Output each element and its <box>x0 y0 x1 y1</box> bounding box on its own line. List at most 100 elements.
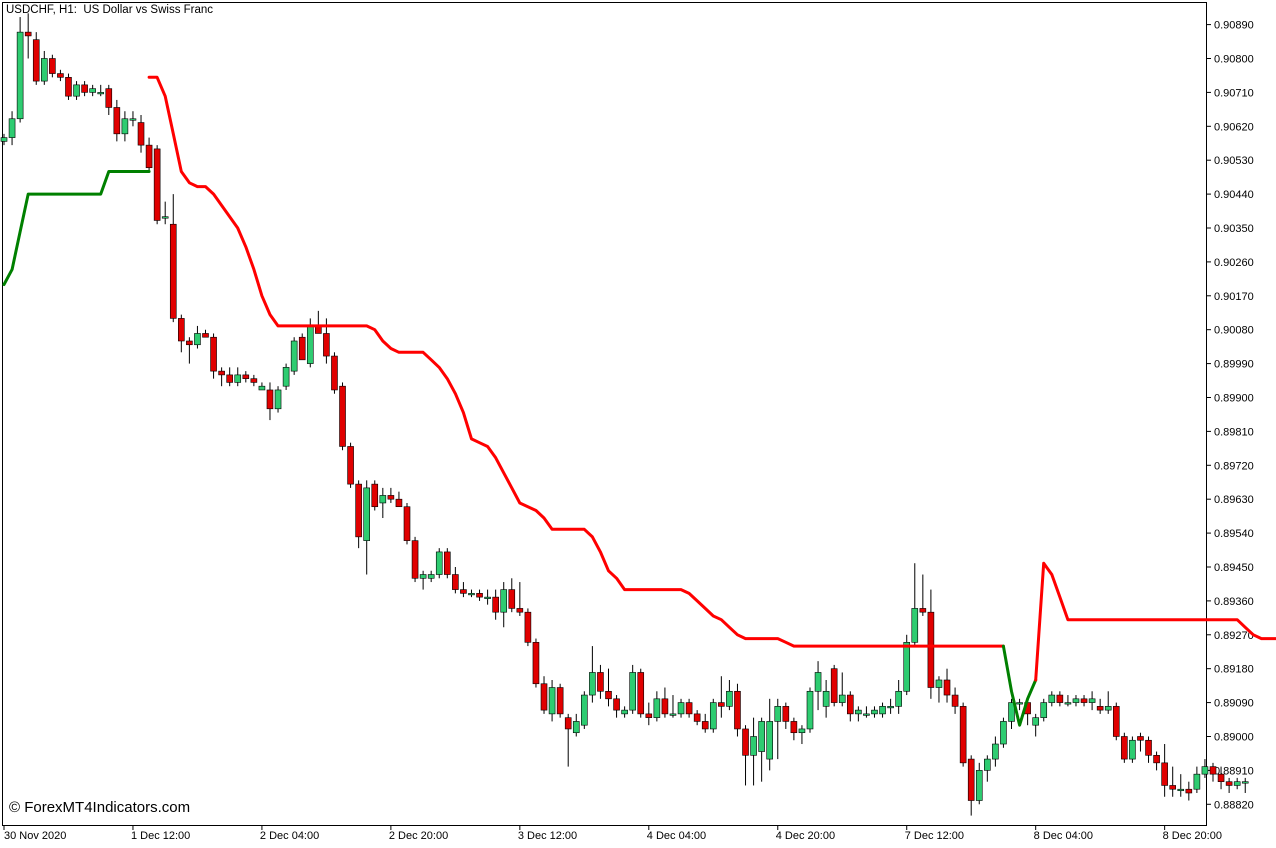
candle-body <box>1137 736 1144 741</box>
candle-body <box>734 690 741 730</box>
candle <box>661 687 669 718</box>
candle-body <box>581 694 588 726</box>
candle-body <box>693 713 701 722</box>
candle-body <box>274 389 282 410</box>
candle-body <box>89 88 96 93</box>
x-axis-tick-label: 2 Dec 20:00 <box>389 830 448 842</box>
candle-body <box>0 137 8 142</box>
candle <box>234 367 242 387</box>
candle-body <box>1233 781 1241 786</box>
candle <box>943 668 951 703</box>
candle-body <box>669 713 677 716</box>
candle <box>927 589 935 699</box>
candle <box>871 706 878 718</box>
candle-body <box>476 593 483 598</box>
candle <box>57 69 64 82</box>
y-axis-tick-label: 0.89630 <box>1214 494 1254 506</box>
candle-body <box>718 702 725 707</box>
candle <box>863 706 870 718</box>
y-axis-tick-label: 0.89720 <box>1214 460 1254 472</box>
candle-body <box>589 672 596 696</box>
candle-body <box>758 721 765 752</box>
candle <box>1096 698 1104 714</box>
candle-body <box>379 495 387 504</box>
candle <box>798 725 806 745</box>
candle <box>653 691 661 722</box>
candle-body <box>105 88 113 108</box>
candle <box>129 111 137 127</box>
candle <box>403 502 411 545</box>
candle <box>1000 717 1007 748</box>
candle-body <box>1145 739 1152 756</box>
candle-body <box>282 367 290 387</box>
candle-body <box>250 378 258 383</box>
candle-body <box>1000 721 1007 745</box>
candle-body <box>613 698 620 711</box>
candle-body <box>975 770 983 801</box>
candle <box>887 698 894 714</box>
candle-body <box>403 506 411 541</box>
candle-body <box>830 668 838 703</box>
candle <box>613 695 620 718</box>
candle <box>903 634 911 696</box>
candle-body <box>113 107 121 135</box>
candle-body <box>1161 762 1168 786</box>
candle <box>774 698 782 760</box>
y-axis-tick-label: 0.90710 <box>1214 87 1254 99</box>
candle <box>830 664 838 707</box>
candle <box>460 582 467 598</box>
candle-body <box>1225 781 1233 786</box>
candle <box>1137 732 1144 752</box>
candle <box>476 589 483 601</box>
candle-body <box>443 551 451 575</box>
candle <box>581 691 588 729</box>
candle-body <box>1169 785 1176 790</box>
candle <box>331 352 338 394</box>
candle <box>790 717 798 741</box>
candle-body <box>1201 766 1209 775</box>
candle <box>202 329 209 338</box>
candle <box>984 755 991 782</box>
candle <box>782 702 790 729</box>
candle-body <box>879 706 886 715</box>
y-axis-tick-label: 0.90890 <box>1214 20 1254 32</box>
candle <box>677 698 685 718</box>
candle <box>73 81 80 100</box>
candle <box>992 736 999 767</box>
y-axis-tick-label: 0.90350 <box>1214 223 1254 235</box>
candle <box>347 442 354 488</box>
candle-body <box>1048 694 1056 703</box>
candle <box>540 676 548 714</box>
candle-body <box>1185 788 1193 794</box>
candle-body <box>790 721 798 734</box>
candle-body <box>226 374 233 383</box>
candle <box>1241 777 1249 793</box>
candle <box>178 314 185 353</box>
candle-body <box>186 340 193 346</box>
candle-body <box>1080 698 1088 703</box>
y-axis-tick-label: 0.89090 <box>1214 698 1254 710</box>
x-axis-tick-label: 4 Dec 20:00 <box>776 830 835 842</box>
x-axis-tick-label: 3 Dec 12:00 <box>518 830 577 842</box>
candle-body <box>637 672 645 715</box>
candle-body <box>887 706 894 709</box>
candle-body <box>548 687 556 715</box>
candle <box>1121 732 1128 763</box>
candle <box>758 717 765 782</box>
candle-body <box>855 709 862 715</box>
candle <box>806 687 814 733</box>
candle <box>726 679 733 711</box>
candle-body <box>145 144 153 169</box>
candle <box>435 548 443 579</box>
candle-body <box>871 709 878 715</box>
candle <box>1016 698 1023 711</box>
candle <box>16 17 24 123</box>
y-axis-tick-label: 0.89540 <box>1214 528 1254 540</box>
y-axis-tick-label: 0.90800 <box>1214 53 1254 65</box>
candle-body <box>218 370 225 376</box>
candle-body <box>153 148 161 221</box>
indicator-line-up <box>2 170 151 286</box>
y-axis-tick-label: 0.89180 <box>1214 664 1254 676</box>
